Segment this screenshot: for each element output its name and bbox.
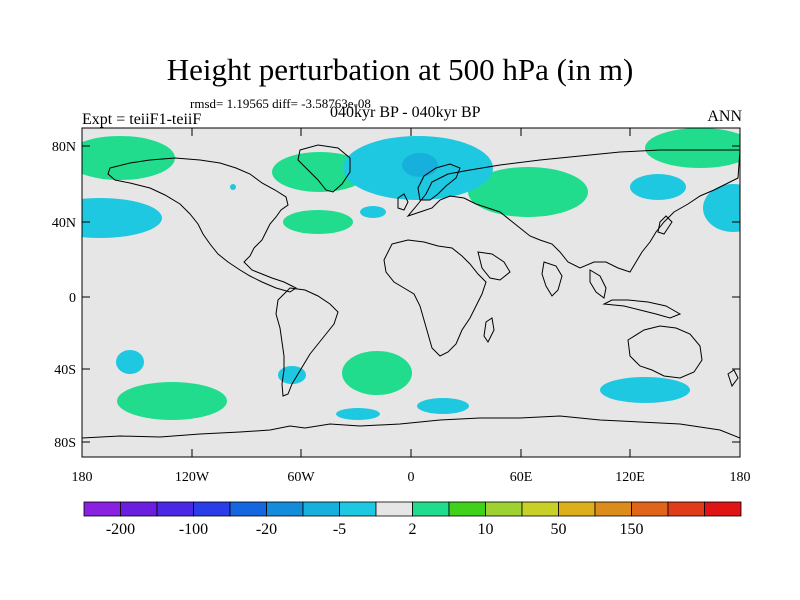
colorbar-label: -20 [256,521,277,538]
india-coast [541,261,563,297]
green-anomaly-region [117,382,227,420]
colorbar-swatch [412,501,450,517]
colorbar-swatch [339,501,377,517]
coastlines [82,144,740,439]
colorbar-swatch [704,501,742,517]
lon-tick-label: 60E [510,470,533,485]
colorbar-swatch [375,501,413,517]
southeast-asia-coast [589,269,607,299]
africa-coast [383,239,487,357]
lon-tick-label: 180 [730,470,751,485]
australia-coast [627,325,703,379]
longitude-axis: 180 120W 60W 0 60E 120E 180 [72,128,751,485]
south-america-coast [275,287,339,397]
colorbar-label: -200 [106,521,135,538]
colorbar-label: -5 [333,521,346,538]
japan-coast [657,215,673,235]
green-anomaly-region [468,167,588,217]
lon-tick-label: 180 [72,470,93,485]
lon-tick-label: 0 [408,470,415,485]
cyan-anomaly-region [600,377,690,403]
colorbar-swatch [485,501,523,517]
cyan-anomaly-region [360,206,386,218]
colorbar-swatch [266,501,304,517]
greenland-coast [297,144,351,193]
antarctica-coast [82,415,740,439]
colorbar-swatch [229,501,267,517]
eurasia-coast [406,149,740,273]
cyan-anomaly-region [703,184,740,232]
cyan-anomaly-region [116,350,144,374]
colorbar-swatch [521,501,559,517]
period-label: 040kyr BP - 040kyr BP [330,104,481,121]
colorbar-swatch [120,501,158,517]
stats-text: rmsd= 1.19565 diff= -3.58763e-08 [190,96,371,111]
colorbar-label: 150 [620,521,644,538]
cyan-anomaly-region [82,198,162,238]
arabia-coast [477,251,511,281]
positive-anomaly-regions [82,128,740,420]
cyan-anomaly-region [336,408,380,420]
strong-negative-core [402,153,438,177]
colorbar-swatch [193,501,231,517]
colorbar-label: 10 [478,521,494,538]
colorbar-swatch [558,501,596,517]
lat-tick-label: 40S [54,363,76,378]
colorbar-swatch [667,501,705,517]
colorbar-label: 2 [409,521,417,538]
colorbar-swatch [594,501,632,517]
indonesia-coast [602,299,682,319]
colorbar-swatch [302,501,340,517]
cyan-anomaly-region [278,366,306,384]
scandinavia-coast [417,163,461,201]
green-anomaly-region [342,351,412,395]
lat-tick-label: 40N [52,216,76,231]
lon-tick-label: 120W [175,470,210,485]
green-anomaly-region [272,152,368,192]
colorbar-label: -100 [179,521,208,538]
green-anomaly-region [82,136,175,180]
new-zealand-coast [727,369,739,388]
cyan-anomaly-region [230,184,236,190]
lon-tick-label: 120E [615,470,645,485]
lat-tick-label: 0 [69,291,76,306]
lat-tick-label: 80S [54,436,76,451]
green-anomaly-region [645,128,740,168]
colorbar-swatch [448,501,486,517]
experiment-label: Expt = teiiF1-teiiF [82,111,202,128]
page-title: Height perturbation at 500 hPa (in m) [166,52,634,87]
cyan-anomaly-region [630,174,686,200]
colorbar-swatch [83,501,121,517]
cyan-anomaly-region [417,398,469,414]
lon-tick-label: 60W [287,470,315,485]
colorbar-labels: -200 -100 -20 -5 2 10 50 150 [106,521,644,538]
green-anomaly-region [283,210,353,234]
lat-tick-label: 80N [52,140,76,155]
season-label: ANN [707,108,742,125]
madagascar-coast [483,317,495,343]
colorbar-label: 50 [551,521,567,538]
latitude-axis: 80N 40N 0 40S 80S [52,140,740,451]
uk-coast [397,193,409,211]
north-america-coast [107,157,297,293]
colorbar-swatch [631,501,669,517]
colorbar [83,501,742,517]
colorbar-swatch [156,501,194,517]
